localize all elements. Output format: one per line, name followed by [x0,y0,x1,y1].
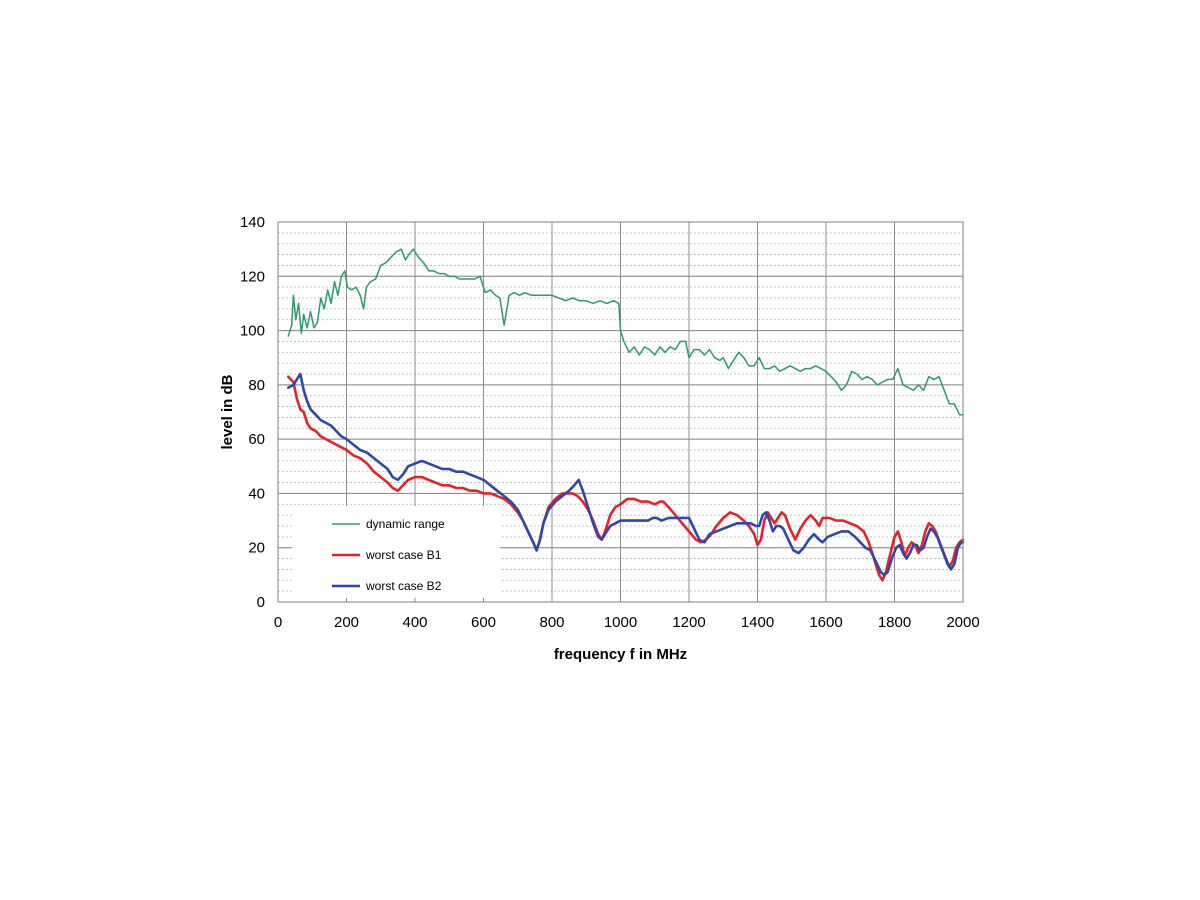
y-tick-label: 100 [240,323,265,340]
x-tick-label: 2000 [946,614,979,631]
y-tick-label: 80 [248,377,265,394]
x-axis-tick-labels: 0 200 400 600 800 1000 1200 1400 1600 1800 2000 [274,614,980,631]
y-tick-label: 120 [240,268,265,285]
y-tick-label: 0 [257,594,265,611]
y-tick-label: 140 [240,214,265,231]
series-line-worst-case-B2 [287,372,965,577]
y-axis-tick-labels: 0 20 40 60 80 100 120 140 [240,214,265,611]
x-tick-label: 800 [539,614,564,631]
y-tick-label: 40 [248,485,265,502]
x-tick-label: 1600 [809,614,842,631]
series-lines [287,248,965,582]
series-line-worst-case-B1 [287,375,965,582]
y-tick-label: 20 [248,540,265,557]
legend: dynamic range worst case B1 worst case B2 [292,506,500,598]
legend-label: dynamic range [366,517,445,531]
x-tick-label: 1800 [878,614,911,631]
x-tick-label: 1200 [672,614,705,631]
y-axis-title: level in dB [219,374,236,449]
plot-border [277,221,964,603]
series-line-dynamic-range [287,248,964,416]
x-tick-label: 0 [274,614,282,631]
x-axis-title: frequency f in MHz [554,646,687,663]
legend-label: worst case B1 [365,548,442,562]
x-tick-label: 1000 [604,614,637,631]
x-tick-label: 1400 [741,614,774,631]
x-tick-label: 600 [471,614,496,631]
y-tick-label: 60 [248,431,265,448]
x-tick-label: 200 [334,614,359,631]
legend-label: worst case B2 [365,579,442,593]
legend-box [292,506,500,598]
x-tick-label: 400 [402,614,427,631]
